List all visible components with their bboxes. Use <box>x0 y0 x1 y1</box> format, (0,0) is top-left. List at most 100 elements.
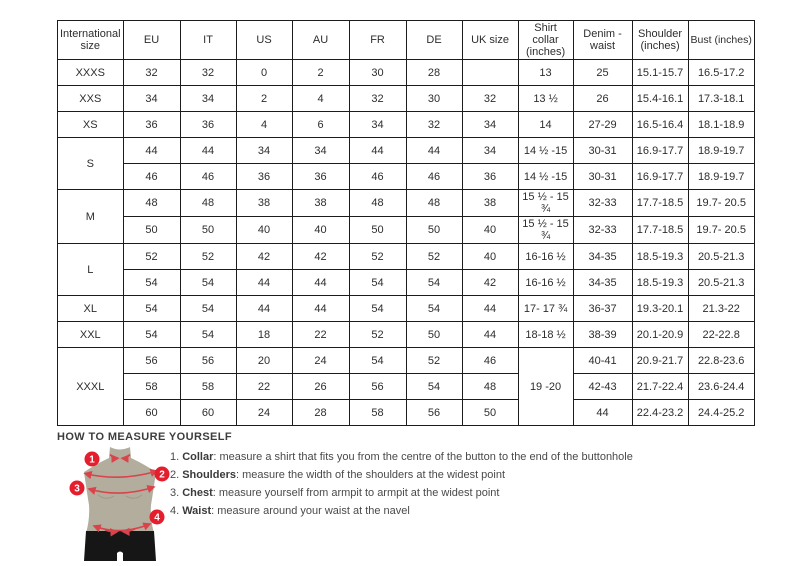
table-row: XXL 54 54 18 22 52 50 44 18-18 ½ 38-39 20.1-20.9 22… <box>57 321 755 348</box>
size-cell: XXL <box>57 321 124 348</box>
size-cell: 20.9-21.7 <box>631 347 689 374</box>
size-cell: 24 <box>235 399 293 426</box>
step-term: Collar <box>182 451 214 463</box>
size-cell: 50 <box>405 321 463 348</box>
size-cell: 17.7-18.5 <box>631 216 689 244</box>
table-row: L 52 52 42 42 52 52 40 16-16 ½ 34-35 18.5-19.3 20.5… <box>57 243 755 296</box>
size-cell: 15 ½ - 15 ¾ <box>517 216 574 244</box>
size-cell: 18.5-19.3 <box>631 243 689 270</box>
size-cell: 21.7-22.4 <box>631 373 689 400</box>
badge-2-number: 2 <box>159 470 165 481</box>
chest-arrow <box>87 485 156 495</box>
size-cell: 36-37 <box>572 295 633 322</box>
size-cell: 44 <box>348 137 407 164</box>
step-text: : measure around your waist at the navel <box>211 505 410 517</box>
size-cell: 36 <box>461 163 519 190</box>
shorts <box>84 531 156 561</box>
size-cell: 34 <box>291 137 350 164</box>
size-cell: 36 <box>235 163 293 190</box>
size-cell: XXS <box>57 85 124 112</box>
size-cell: 20 <box>235 347 293 374</box>
size-cell: 50 <box>122 216 181 244</box>
size-cell: 30-31 <box>572 163 633 190</box>
size-cell: 54 <box>348 269 407 296</box>
size-chart-table: International size EU IT US AU FR DE UK size Shi… <box>57 20 755 426</box>
size-cell: 0 <box>235 59 293 86</box>
size-cell: S <box>57 137 124 190</box>
shoulders-arrow <box>83 468 159 480</box>
size-cell: 42 <box>291 243 350 270</box>
size-cell: 19.3-20.1 <box>631 295 689 322</box>
size-cell: 26 <box>291 373 350 400</box>
size-cell: 34 <box>461 137 519 164</box>
badge-4-number: 4 <box>154 513 160 524</box>
size-cell: 42 <box>461 269 519 296</box>
size-cell: 18.9-19.7 <box>687 137 755 164</box>
size-cell: 42 <box>235 243 293 270</box>
column-header: Shirt collar (inches) <box>517 20 574 60</box>
size-cell: 46 <box>348 163 407 190</box>
size-cell: 16.9-17.7 <box>631 163 689 190</box>
size-cell: 22-22.8 <box>687 321 755 348</box>
size-cell: 54 <box>122 295 181 322</box>
size-cell: 32-33 <box>572 216 633 244</box>
size-cell: 40 <box>461 243 519 270</box>
size-cell: 44 <box>405 137 463 164</box>
column-header: Denim - waist <box>572 20 633 60</box>
column-header: AU <box>291 20 350 60</box>
size-cell: 46 <box>122 163 181 190</box>
column-header: Bust (inches) <box>687 20 755 60</box>
size-cell: 52 <box>348 321 407 348</box>
size-cell: 44 <box>291 269 350 296</box>
step-text: : measure a shirt that fits you from the… <box>213 451 633 463</box>
size-cell: 52 <box>179 243 237 270</box>
step-text: : measure the width of the shoulders at … <box>235 469 506 481</box>
size-cell: 56 <box>405 399 463 426</box>
size-cell: 22.8-23.6 <box>687 347 755 374</box>
size-cell: 17- 17 ¾ <box>517 295 574 322</box>
size-cell: 50 <box>405 216 463 244</box>
size-cell: 13 <box>517 59 574 86</box>
size-cell: 15 ½ - 15 ¾ <box>517 189 574 217</box>
size-cell: 17.3-18.1 <box>687 85 755 112</box>
step-number: 2. <box>170 469 180 481</box>
size-cell: 44 <box>235 295 293 322</box>
size-cell: 32 <box>122 59 181 86</box>
column-header: Shoulder (inches) <box>631 20 689 60</box>
size-cell: 18 <box>235 321 293 348</box>
step-term: Waist <box>182 505 212 517</box>
size-cell: 19 -20 <box>517 347 574 426</box>
badge-4-circle <box>149 509 165 525</box>
table-row: XXS 34 34 2 4 32 30 32 13 ½ 26 15.4-16.1 17.3-18.1 <box>57 85 755 112</box>
size-cell: 16.9-17.7 <box>631 137 689 164</box>
size-cell: XXXL <box>57 347 124 426</box>
column-header: US <box>235 20 293 60</box>
size-cell: 58 <box>122 373 181 400</box>
size-cell: XS <box>57 111 124 138</box>
size-chart-header-row: International size EU IT US AU FR DE UK size Shi… <box>57 20 755 60</box>
size-cell: 26 <box>572 85 633 112</box>
size-cell: 19.7- 20.5 <box>687 216 755 244</box>
size-chart-body: XXXS 32 32 0 2 30 28 13 25 15.1-15.7 16.5-17.2 XXS 3… <box>57 59 755 426</box>
size-cell: 58 <box>348 399 407 426</box>
size-cell: 54 <box>348 347 407 374</box>
size-cell: 15.4-16.1 <box>631 85 689 112</box>
table-row: XXXL 56 56 20 24 54 52 46 19 -20 40-41 20.9-21.7 22… <box>57 347 755 426</box>
size-cell: 40-41 <box>572 347 633 374</box>
size-cell: 56 <box>179 347 237 374</box>
step-number: 3. <box>170 487 180 499</box>
size-cell: 46 <box>405 163 463 190</box>
measure-step-chest: 3. Chest: measure yourself from armpit to… <box>170 484 633 502</box>
size-cell: 17.7-18.5 <box>631 189 689 217</box>
size-cell: 44 <box>179 137 237 164</box>
step-number: 4. <box>170 505 180 517</box>
size-cell: XL <box>57 295 124 322</box>
table-row: M 48 48 38 38 48 48 38 15 ½ - 15 ¾ 32-33 17.7-18.5… <box>57 189 755 244</box>
size-cell: 4 <box>235 111 293 138</box>
size-cell: 34-35 <box>572 269 633 296</box>
size-cell: 52 <box>348 243 407 270</box>
table-row: XS 36 36 4 6 34 32 34 14 27-29 16.5-16.4 18.1-18.9 <box>57 111 755 138</box>
size-cell: 23.6-24.4 <box>687 373 755 400</box>
size-cell: 44 <box>291 295 350 322</box>
size-cell: 28 <box>405 59 463 86</box>
